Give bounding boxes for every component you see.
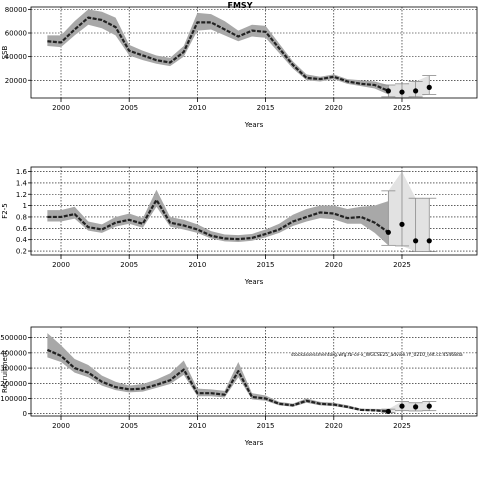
f-projection-errorbar <box>381 190 396 246</box>
f-projection-point <box>399 221 405 227</box>
f-projection-band <box>388 171 430 252</box>
f-x-axis-title: Years <box>244 278 264 286</box>
f-y-tick-label: 0.8 <box>16 213 27 221</box>
rec-x-tick-label: 2010 <box>188 422 206 430</box>
ssb-projection-point <box>385 88 391 94</box>
rec-x-tick-label: 2005 <box>120 422 138 430</box>
f-x-tick-label: 2025 <box>393 261 411 269</box>
f-confidence-band <box>47 189 389 246</box>
ssb-x-tick-label: 2015 <box>257 104 275 112</box>
f-x-tick-label: 2000 <box>52 261 70 269</box>
f-x-tick-label: 2010 <box>188 261 206 269</box>
ssb-y-tick-label: 60000 <box>5 30 27 38</box>
ssb-y-axis-title: SSB <box>1 45 9 59</box>
rec-x-tick-label: 2020 <box>325 422 343 430</box>
recruitment-panel: 2000 2005 2010 2015 2020 2025 0 100000 200000 300… <box>0 326 478 447</box>
fishing-mortality-panel: 2000 2005 2010 2015 2020 2025 0.2 0.4 0.6 0.8 1 1.2… <box>1 166 478 286</box>
rec-y-tick-label: 200000 <box>0 380 27 388</box>
rec-y-tick-label: 300000 <box>0 365 27 373</box>
ssb-x-tick-label: 2010 <box>188 104 206 112</box>
rec-y-tick-label: 0 <box>23 410 27 418</box>
rec-y-tick-label: 400000 <box>0 349 27 357</box>
ssb-plot-frame <box>30 6 478 99</box>
f-y-tick-label: 1.2 <box>16 191 27 199</box>
rec-y-tick-label: 100000 <box>0 395 27 403</box>
f-y-tick-label: 0.2 <box>16 248 27 256</box>
rec-annotation: stockassessmentorg.wfg.fb-ce-x_WGCSE25_a… <box>291 352 463 358</box>
rec-plot-frame <box>30 326 478 417</box>
f-projection-point <box>413 238 419 244</box>
ssb-x-axis-title: Years <box>244 121 264 129</box>
rec-projection-point <box>385 408 391 415</box>
f-projection-errorbar <box>394 171 409 247</box>
f-x-tick-label: 2020 <box>325 261 343 269</box>
f-y-tick-label: 0.6 <box>16 225 28 233</box>
ssb-projection-point <box>413 88 419 94</box>
f-projection-point <box>385 229 391 235</box>
rec-x-tick-label: 2000 <box>52 422 70 430</box>
ssb-x-tick-label: 2025 <box>393 104 411 112</box>
rec-series-line <box>46 348 389 413</box>
f-x-tick-label: 2005 <box>120 261 138 269</box>
rec-x-tick-label: 2025 <box>393 422 411 430</box>
rec-projection-point <box>399 403 405 409</box>
f-series-line <box>47 198 389 241</box>
rec-projection-point <box>413 404 419 410</box>
ssb-panel: 2000 2005 2010 2015 2020 2025 20000 40000 60000 8… <box>1 6 478 129</box>
ssb-y-tick-label: 20000 <box>5 77 27 85</box>
ssb-x-tick-label: 2005 <box>120 104 138 112</box>
f-y-tick-label: 0.4 <box>16 236 28 244</box>
ssb-y-tick-label: 80000 <box>5 6 27 14</box>
rec-y-tick-label: 500000 <box>0 334 27 342</box>
f-y-tick-label: 1.6 <box>16 168 28 176</box>
rec-projection-point <box>426 403 432 409</box>
f-y-axis-title: F2-5 <box>1 203 9 218</box>
ssb-projection-point <box>399 89 405 95</box>
rec-projection-band <box>388 401 430 413</box>
f-y-tick-label: 1 <box>23 202 27 210</box>
rec-confidence-band <box>47 333 389 413</box>
rec-x-axis-title: Years <box>244 439 264 447</box>
f-plot-frame <box>30 166 478 256</box>
ssb-confidence-band <box>47 9 389 95</box>
ssb-x-tick-label: 2020 <box>325 104 343 112</box>
ssb-series-line <box>47 16 389 92</box>
ssb-x-tick-label: 2000 <box>52 104 70 112</box>
f-x-tick-label: 2015 <box>257 261 275 269</box>
rec-y-axis-title: Recruitment <box>1 350 9 393</box>
ssb-projection-point <box>426 84 432 90</box>
f-y-tick-label: 1.4 <box>16 179 28 187</box>
ssb-y-tick-label: 40000 <box>5 53 27 61</box>
figure-title: FMSY <box>228 1 253 10</box>
rec-x-tick-label: 2015 <box>257 422 275 430</box>
f-projection-point <box>426 238 432 244</box>
